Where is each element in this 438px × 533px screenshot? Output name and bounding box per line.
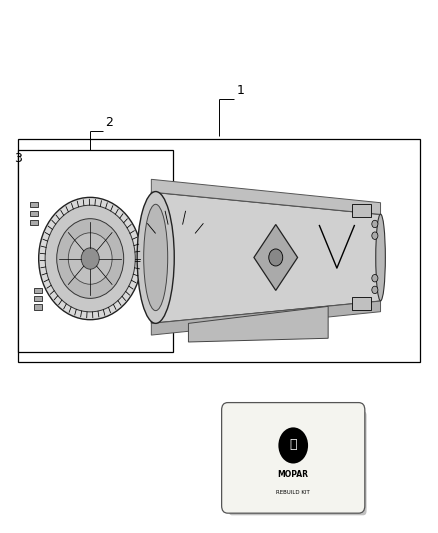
Bar: [34, 296, 42, 301]
Bar: [18, 139, 420, 362]
Circle shape: [269, 249, 283, 266]
Circle shape: [372, 274, 378, 282]
FancyBboxPatch shape: [229, 411, 367, 515]
Text: 3: 3: [14, 152, 22, 165]
Bar: [352, 204, 371, 217]
Bar: [34, 288, 42, 293]
Polygon shape: [254, 224, 297, 290]
Polygon shape: [151, 192, 381, 324]
Ellipse shape: [68, 233, 112, 284]
Circle shape: [279, 427, 308, 464]
Text: Ⓜ: Ⓜ: [290, 438, 297, 451]
FancyBboxPatch shape: [222, 402, 365, 513]
Text: 1: 1: [237, 84, 244, 98]
Ellipse shape: [376, 214, 385, 301]
Text: REBUILD KIT: REBUILD KIT: [276, 490, 310, 495]
Polygon shape: [151, 301, 381, 335]
Text: MOPAR: MOPAR: [278, 470, 309, 479]
Bar: [352, 297, 371, 310]
Text: 2: 2: [106, 116, 113, 130]
Ellipse shape: [137, 191, 174, 324]
Circle shape: [372, 220, 378, 228]
Circle shape: [372, 286, 378, 294]
Ellipse shape: [144, 204, 168, 311]
Text: 4: 4: [332, 447, 340, 460]
Bar: [30, 220, 38, 225]
Bar: [30, 201, 38, 207]
Bar: [18, 150, 173, 352]
Polygon shape: [151, 179, 381, 214]
Ellipse shape: [45, 205, 135, 312]
Ellipse shape: [57, 219, 124, 298]
Ellipse shape: [81, 248, 99, 269]
Circle shape: [372, 232, 378, 239]
Bar: [34, 304, 42, 310]
Bar: [30, 211, 38, 216]
Ellipse shape: [39, 197, 142, 320]
Polygon shape: [188, 306, 328, 342]
